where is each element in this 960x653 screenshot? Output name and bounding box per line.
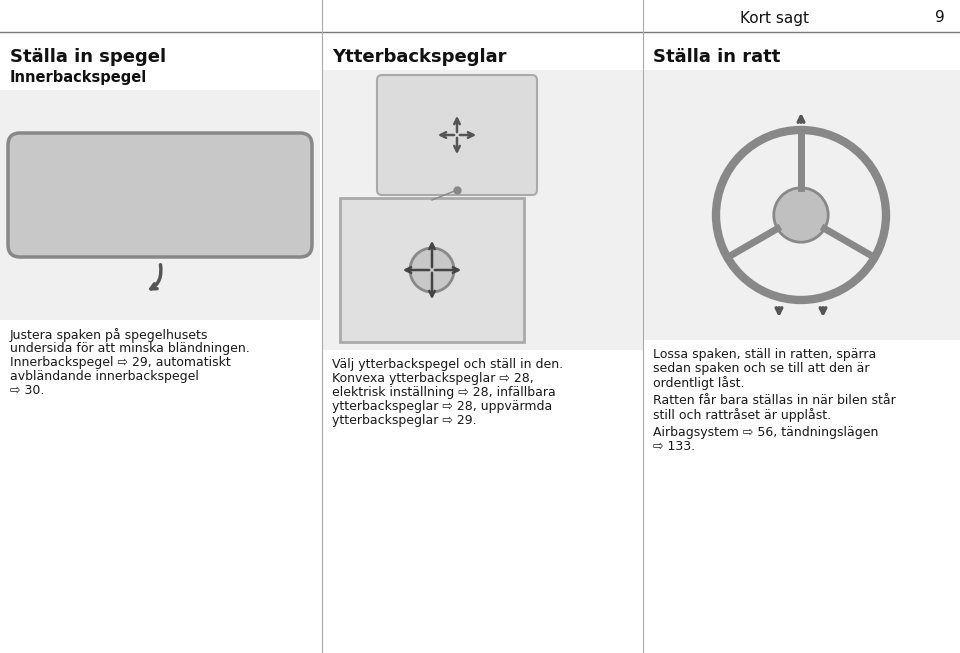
Bar <box>643 70 960 340</box>
Bar <box>0 90 320 320</box>
Text: ytterbackspeglar ⇨ 29.: ytterbackspeglar ⇨ 29. <box>332 414 476 427</box>
Text: Kort sagt: Kort sagt <box>740 10 809 25</box>
Text: Justera spaken på spegelhusets: Justera spaken på spegelhusets <box>10 328 208 342</box>
Text: Ytterbackspeglar: Ytterbackspeglar <box>332 48 507 66</box>
Text: Ställa in ratt: Ställa in ratt <box>653 48 780 66</box>
Text: Välj ytterbackspegel och ställ in den.: Välj ytterbackspegel och ställ in den. <box>332 358 564 371</box>
Text: ⇨ 30.: ⇨ 30. <box>10 384 44 397</box>
Circle shape <box>774 188 828 242</box>
Circle shape <box>410 248 454 292</box>
Text: still och rattråset är upplåst.: still och rattråset är upplåst. <box>653 408 831 422</box>
Text: sedan spaken och se till att den är: sedan spaken och se till att den är <box>653 362 870 375</box>
Text: ⇨ 133.: ⇨ 133. <box>653 440 695 453</box>
Text: undersida för att minska bländningen.: undersida för att minska bländningen. <box>10 342 250 355</box>
Text: 9: 9 <box>935 10 945 25</box>
Text: ordentligt låst.: ordentligt låst. <box>653 376 745 390</box>
Text: Lossa spaken, ställ in ratten, spärra: Lossa spaken, ställ in ratten, spärra <box>653 348 876 361</box>
Text: Konvexa ytterbackspeglar ⇨ 28,: Konvexa ytterbackspeglar ⇨ 28, <box>332 372 534 385</box>
Text: Airbagsystem ⇨ 56, tändningslägen: Airbagsystem ⇨ 56, tändningslägen <box>653 426 878 439</box>
Text: elektrisk inställning ⇨ 28, infällbara: elektrisk inställning ⇨ 28, infällbara <box>332 386 556 399</box>
Text: Ställa in spegel: Ställa in spegel <box>10 48 166 66</box>
Text: ytterbackspeglar ⇨ 28, uppvärmda: ytterbackspeglar ⇨ 28, uppvärmda <box>332 400 552 413</box>
Text: avbländande innerbackspegel: avbländande innerbackspegel <box>10 370 199 383</box>
Bar <box>322 70 643 350</box>
Text: Ratten får bara ställas in när bilen står: Ratten får bara ställas in när bilen stå… <box>653 394 896 407</box>
FancyBboxPatch shape <box>377 75 537 195</box>
FancyBboxPatch shape <box>8 133 312 257</box>
FancyBboxPatch shape <box>340 198 524 342</box>
Text: Innerbackspegel: Innerbackspegel <box>10 70 147 85</box>
Text: Innerbackspegel ⇨ 29, automatiskt: Innerbackspegel ⇨ 29, automatiskt <box>10 356 230 369</box>
